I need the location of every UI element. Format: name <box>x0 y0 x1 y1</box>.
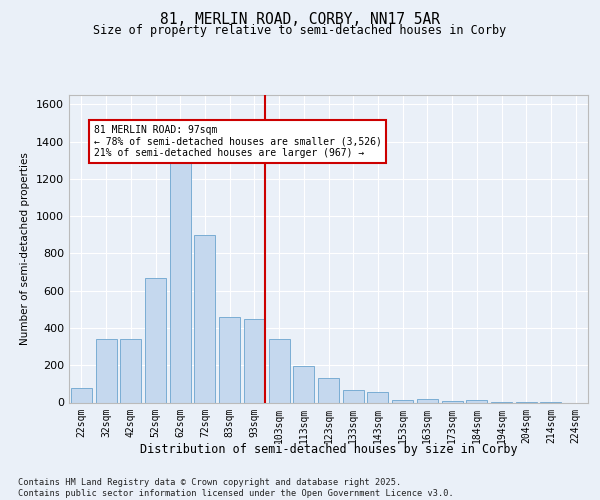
Text: Distribution of semi-detached houses by size in Corby: Distribution of semi-detached houses by … <box>140 442 518 456</box>
Text: 81, MERLIN ROAD, CORBY, NN17 5AR: 81, MERLIN ROAD, CORBY, NN17 5AR <box>160 12 440 28</box>
Text: Contains HM Land Registry data © Crown copyright and database right 2025.
Contai: Contains HM Land Registry data © Crown c… <box>18 478 454 498</box>
Bar <box>219 317 240 402</box>
Bar <box>71 388 92 402</box>
Bar <box>120 339 141 402</box>
Bar <box>145 278 166 402</box>
Bar <box>343 390 364 402</box>
Bar <box>466 400 487 402</box>
Bar <box>194 235 215 402</box>
Bar <box>95 339 116 402</box>
Text: 81 MERLIN ROAD: 97sqm
← 78% of semi-detached houses are smaller (3,526)
21% of s: 81 MERLIN ROAD: 97sqm ← 78% of semi-deta… <box>94 125 382 158</box>
Bar <box>442 400 463 402</box>
Bar <box>417 399 438 402</box>
Bar <box>392 400 413 402</box>
Bar <box>318 378 339 402</box>
Text: Size of property relative to semi-detached houses in Corby: Size of property relative to semi-detach… <box>94 24 506 37</box>
Bar <box>244 318 265 402</box>
Bar <box>293 366 314 403</box>
Bar <box>269 339 290 402</box>
Bar <box>170 162 191 402</box>
Bar <box>367 392 388 402</box>
Y-axis label: Number of semi-detached properties: Number of semi-detached properties <box>20 152 31 345</box>
